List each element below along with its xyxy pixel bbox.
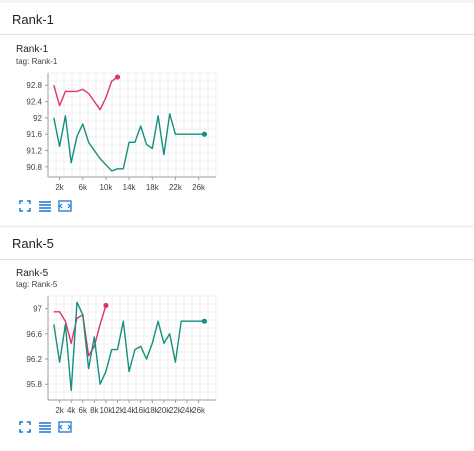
y-tick-label: 90.8 [26,163,42,172]
x-tick-label: 14k [123,406,137,415]
section-rank-1: Rank-1 Rank-1 tag: Rank-1 90.8 91.2 91.6 92… [0,3,474,225]
section-rank-5: Rank-5 Rank-5 tag: Rank-5 95.8 96.2 96.6 97… [0,228,474,451]
x-tick-label: 10k [99,183,113,192]
section-header[interactable]: Rank-1 [0,3,474,35]
section-title: Rank-1 [12,12,54,27]
y-tick-label: 96.2 [26,355,42,364]
x-tick-label: 6k [79,406,88,415]
x-tick-label: 20k [157,406,171,415]
x-tick-label: 24k [181,406,195,415]
x-tick-label: 22k [169,406,183,415]
x-tick-label: 4k [67,406,76,415]
y-tick-label: 91.6 [26,130,42,139]
series-end-point [114,74,121,80]
x-tick-label: 10k [99,406,113,415]
y-tick-label: 92 [33,114,42,123]
x-tick-label: 12k [111,406,125,415]
chart-rank-1[interactable]: 90.8 91.2 91.6 92 92.4 92.8 2k 6k 10k 14k 18k 22k 26… [0,67,474,195]
expand-icon[interactable] [18,199,32,213]
x-tick-label: 6k [79,183,88,192]
data-table-icon[interactable] [38,199,52,213]
x-tick-label: 2k [55,406,64,415]
card-tag: tag: Rank-5 [16,280,58,289]
series-end-point [103,302,109,309]
y-tick-label: 92.8 [26,81,42,90]
fit-domain-icon[interactable] [58,420,72,434]
y-tick-label: 91.2 [26,146,42,155]
card-tag: tag: Rank-1 [16,57,58,66]
y-tick-label: 95.8 [26,380,42,389]
series-end-point [201,318,208,324]
x-tick-label: 18k [146,406,160,415]
y-tick-label: 92.4 [26,98,42,107]
x-tick-label: 26k [192,183,206,192]
series-line [53,301,205,392]
card-title: Rank-1 [16,44,49,55]
series-line [53,113,205,172]
x-tick-label: 22k [169,183,183,192]
card-title: Rank-5 [16,268,49,279]
section-title: Rank-5 [12,236,54,251]
x-tick-label: 8k [90,406,99,415]
x-tick-label: 16k [134,406,148,415]
x-tick-label: 2k [55,183,64,192]
series-line [53,76,118,111]
x-tick-label: 26k [192,406,206,415]
expand-icon[interactable] [18,420,32,434]
y-tick-label: 97 [33,305,42,314]
y-tick-label: 96.6 [26,330,42,339]
series-end-point [201,131,208,137]
series-line [53,305,107,357]
section-header[interactable]: Rank-5 [0,228,474,260]
data-table-icon[interactable] [38,420,52,434]
x-tick-label: 18k [146,183,160,192]
chart-rank-5[interactable]: 95.8 96.2 96.6 97 2k 4k 6k 8k 10k12k14k16k18k20k… [0,290,474,418]
x-tick-label: 14k [123,183,137,192]
fit-domain-icon[interactable] [58,199,72,213]
